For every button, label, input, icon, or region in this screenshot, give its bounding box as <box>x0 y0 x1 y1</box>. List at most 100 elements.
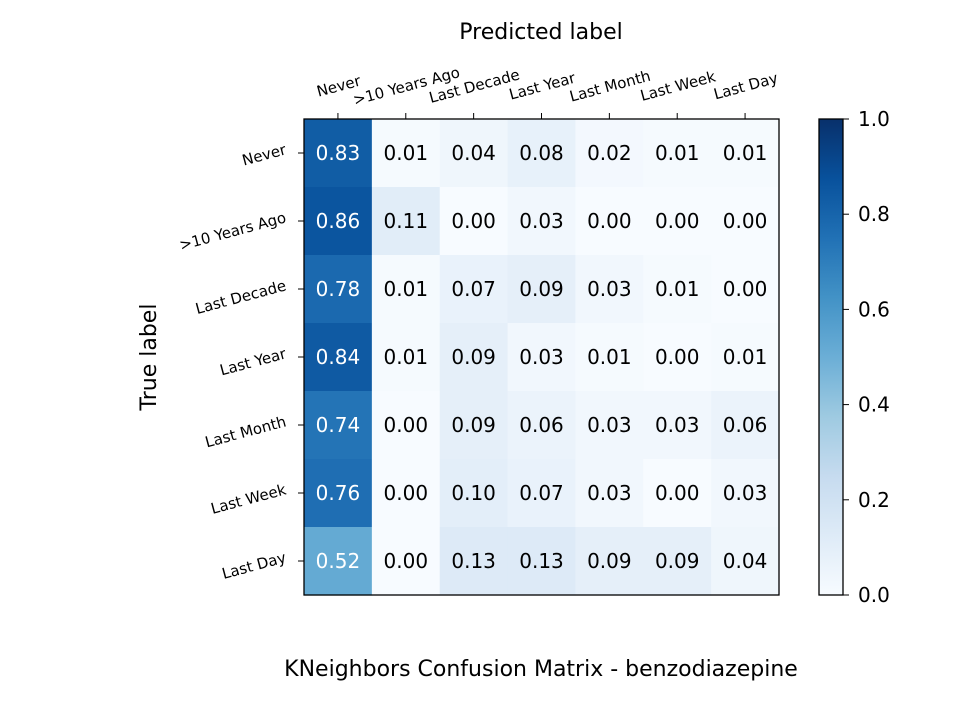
colorbar-tick-label: 0.0 <box>858 583 890 607</box>
cell-value-label: 0.00 <box>451 209 496 233</box>
y-tick-label: Last Year <box>218 344 289 379</box>
y-axis-title: True label <box>137 304 162 412</box>
cell-value-label: 0.13 <box>519 549 564 573</box>
y-tick-label: Last Day <box>220 548 288 582</box>
cell-value-label: 0.03 <box>587 481 632 505</box>
heatmap-cell <box>439 255 509 324</box>
heatmap-cell <box>304 459 373 528</box>
heatmap-cell <box>371 187 441 256</box>
heatmap-cell <box>575 187 644 256</box>
heatmap-cell <box>711 187 780 256</box>
x-tick-label: Last Week <box>638 67 717 104</box>
heatmap-cell <box>371 527 441 596</box>
cell-value-label: 0.00 <box>384 481 429 505</box>
y-tick-label: >10 Years Ago <box>177 208 288 254</box>
heatmap-cell <box>575 119 644 188</box>
heatmap-cell <box>643 391 712 460</box>
cell-value-label: 0.06 <box>519 413 564 437</box>
colorbar-tick-label: 0.4 <box>858 393 890 417</box>
cell-value-label: 0.07 <box>451 277 496 301</box>
cell-value-label: 0.76 <box>316 481 361 505</box>
heatmap-cell <box>575 459 644 528</box>
cell-value-label: 0.11 <box>384 209 429 233</box>
cell-value-label: 0.10 <box>451 481 496 505</box>
heatmap-cell <box>711 255 780 324</box>
cell-value-label: 0.09 <box>451 345 496 369</box>
cell-value-label: 0.01 <box>587 345 632 369</box>
y-tick-label: Last Decade <box>194 276 288 317</box>
cell-value-label: 0.00 <box>384 549 429 573</box>
cell-value-label: 0.00 <box>384 413 429 437</box>
heatmap-cell <box>575 527 644 596</box>
heatmap-cell <box>711 323 780 392</box>
cell-value-label: 0.01 <box>384 141 429 165</box>
cell-value-label: 0.01 <box>655 277 700 301</box>
heatmap-cell <box>371 255 441 324</box>
heatmap-cell <box>575 391 644 460</box>
cell-value-label: 0.00 <box>655 345 700 369</box>
cell-value-label: 0.84 <box>316 345 361 369</box>
heatmap-cell <box>439 459 509 528</box>
cell-value-label: 0.78 <box>316 277 361 301</box>
heatmap-cell <box>643 459 712 528</box>
colorbar-ticks: 0.0 0.2 0.4 0.6 0.8 1.0 <box>843 107 890 607</box>
heatmap-cell <box>304 119 373 188</box>
colorbar-tick-label: 0.8 <box>858 202 890 226</box>
x-axis-title: Predicted label <box>459 20 622 45</box>
heatmap-cell <box>643 323 712 392</box>
colorbar-tick-label: 0.2 <box>858 488 890 512</box>
cell-value-label: 0.09 <box>451 413 496 437</box>
chart-title: KNeighbors Confusion Matrix - benzodiaze… <box>284 657 798 682</box>
cell-value-label: 0.02 <box>587 141 632 165</box>
cell-value-label: 0.09 <box>519 277 564 301</box>
colorbar-gradient <box>819 119 843 595</box>
cell-value-label: 0.04 <box>451 141 496 165</box>
cell-value-labels: 0.83 0.01 0.04 0.08 0.02 0.01 0.01 0.86 0.11 0.00… <box>316 141 768 573</box>
heatmap-cell <box>643 255 712 324</box>
cell-value-label: 0.00 <box>723 277 768 301</box>
heatmap-cell <box>439 119 509 188</box>
heatmap-cell <box>371 323 441 392</box>
y-tick-label: Last Week <box>209 480 288 517</box>
cell-value-label: 0.03 <box>587 413 632 437</box>
cell-value-label: 0.03 <box>519 209 564 233</box>
cell-value-label: 0.01 <box>723 141 768 165</box>
x-tick-label: Last Day <box>712 69 780 103</box>
heatmap-cell <box>439 187 509 256</box>
cell-value-label: 0.00 <box>587 209 632 233</box>
heatmap-cell <box>439 323 509 392</box>
cell-value-label: 0.01 <box>384 277 429 301</box>
cell-value-label: 0.86 <box>316 209 361 233</box>
heatmap-cell <box>507 391 577 460</box>
heatmap-cell <box>371 119 441 188</box>
heatmap-cell <box>371 391 441 460</box>
cell-value-label: 0.13 <box>451 549 496 573</box>
cell-value-label: 0.01 <box>655 141 700 165</box>
heatmap-cell <box>507 459 577 528</box>
heatmap-cell <box>643 187 712 256</box>
y-axis-ticks: Never >10 Years Ago Last Decade Last Year La… <box>177 140 304 583</box>
cell-value-label: 0.74 <box>316 413 361 437</box>
heatmap-cell <box>304 323 373 392</box>
heatmap-cell <box>304 527 373 596</box>
heatmap-cell <box>507 119 577 188</box>
heatmap-cell <box>371 459 441 528</box>
heatmap-cell <box>439 527 509 596</box>
heatmap-cell <box>711 391 780 460</box>
cell-value-label: 0.00 <box>655 481 700 505</box>
heatmap-cell <box>507 323 577 392</box>
heatmap-cell <box>304 255 373 324</box>
cell-value-label: 0.09 <box>655 549 700 573</box>
cell-value-label: 0.03 <box>723 481 768 505</box>
colorbar-tick-label: 0.6 <box>858 297 890 321</box>
cell-value-label: 0.52 <box>316 549 361 573</box>
cell-value-label: 0.09 <box>587 549 632 573</box>
cell-value-label: 0.01 <box>723 345 768 369</box>
cell-value-label: 0.83 <box>316 141 361 165</box>
heatmap-cell <box>643 527 712 596</box>
cell-value-label: 0.00 <box>655 209 700 233</box>
heatmap-cell <box>643 119 712 188</box>
heatmap-cell <box>507 255 577 324</box>
